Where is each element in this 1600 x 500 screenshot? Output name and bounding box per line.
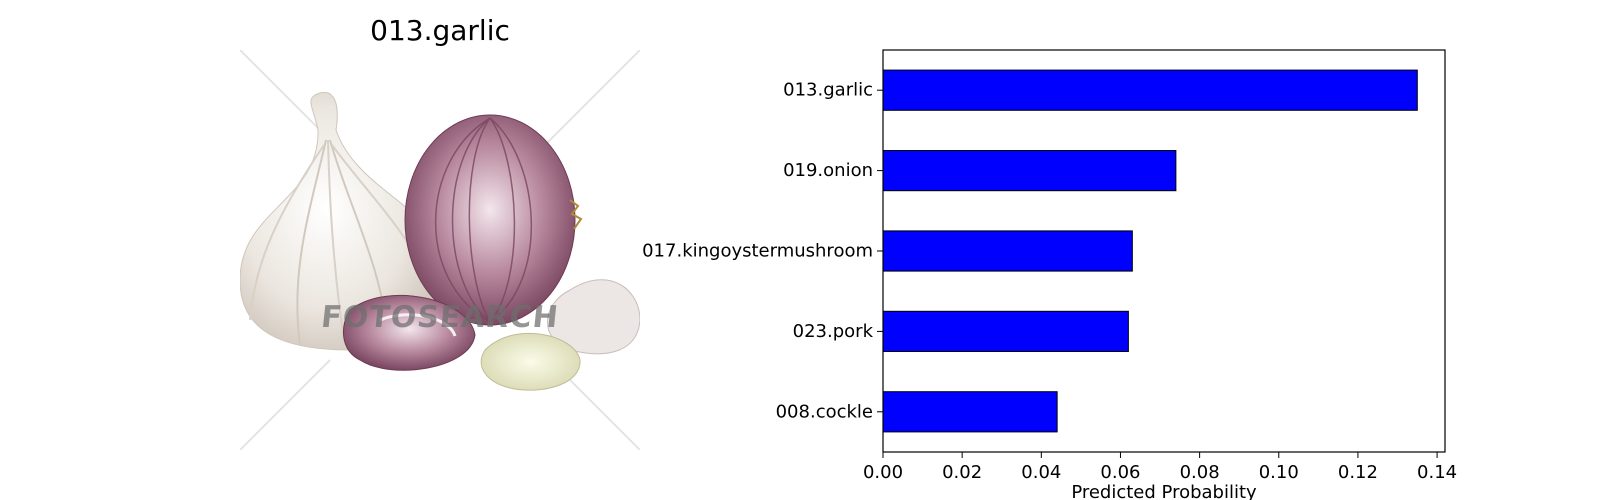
category-label: 008.cockle [776,401,873,422]
x-tick-label: 0.14 [1417,462,1457,483]
x-ticks-group: 0.00 0.02 0.04 0.06 0.08 0.10 0.12 0.14 [863,452,1457,483]
x-tick-label: 0.10 [1259,462,1299,483]
bar-017.kingoystermushroom [882,230,1133,272]
garlic-photo: FOTOSEARCH [240,50,640,450]
x-tick-label: 0.04 [1021,462,1061,483]
bar-008.cockle [882,391,1058,433]
x-tick-label: 0.12 [1338,462,1378,483]
x-tick-label: 0.06 [1100,462,1140,483]
x-tick-label: 0.08 [1180,462,1220,483]
x-tick-label: 0.02 [942,462,982,483]
category-labels-group: 013.garlic 019.onion 017.kingoystermushroo… [642,80,883,422]
category-label: 023.pork [793,321,874,342]
bar-013.garlic [882,69,1418,111]
category-label: 013.garlic [783,80,873,101]
image-title: 013.garlic [370,14,510,47]
x-tick-label: 0.00 [863,462,903,483]
image-panel: 013.garlic [0,0,700,500]
garlic-illustration [240,50,640,450]
bars-group [882,69,1418,433]
x-axis-label: Predicted Probability [1071,482,1257,500]
category-label: 017.kingoystermushroom [642,241,873,262]
bar-019.onion [882,150,1177,192]
plot-frame [882,49,1446,453]
bar-023.pork [882,310,1129,352]
category-label: 019.onion [783,160,873,181]
